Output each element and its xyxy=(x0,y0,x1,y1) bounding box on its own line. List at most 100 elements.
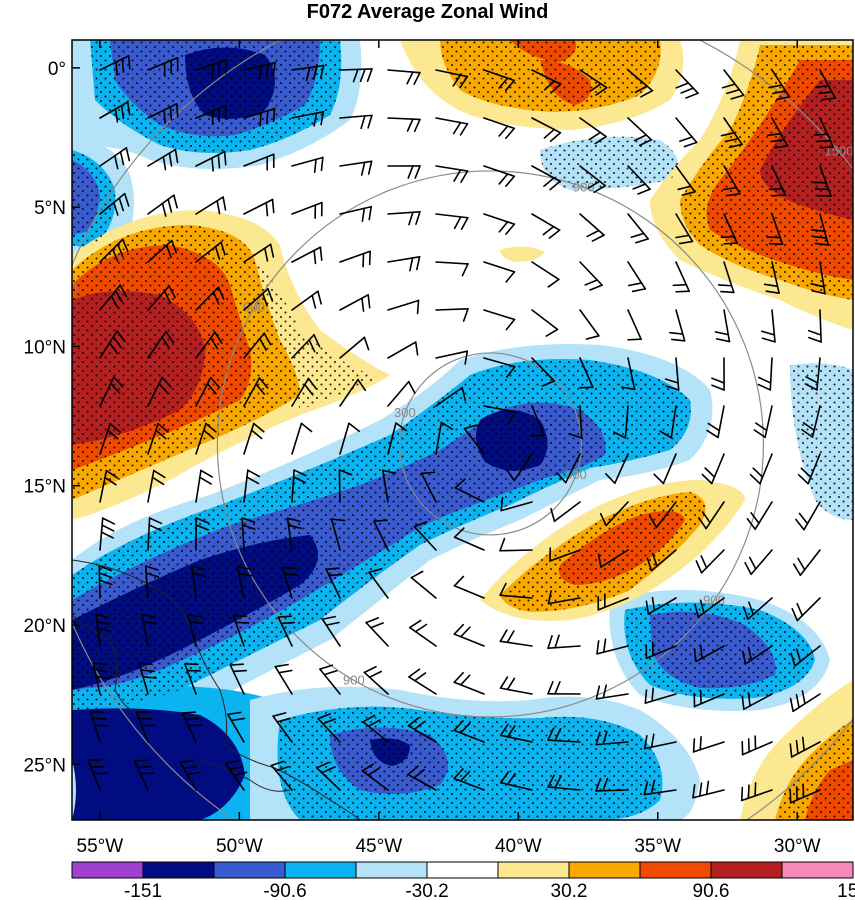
wind-barb xyxy=(740,782,773,802)
wind-barb xyxy=(453,671,485,695)
wind-barb xyxy=(135,711,156,743)
wind-barb xyxy=(195,105,227,126)
wind-barb xyxy=(291,246,323,265)
wind-barb xyxy=(277,615,296,647)
wind-barb xyxy=(387,117,421,133)
positive-wind-small-patch xyxy=(500,246,545,262)
wind-barb xyxy=(387,165,421,179)
wind-barb xyxy=(243,288,274,311)
wind-barb xyxy=(499,537,533,552)
map-title: F072 Average Zonal Wind xyxy=(306,1,549,23)
wind-barb xyxy=(435,421,454,455)
wind-barb xyxy=(693,644,725,663)
wind-barb xyxy=(291,377,318,407)
wind-barb xyxy=(753,405,773,439)
latitude-axis: 25°N 20°N 15°N 10°N 5°N 0° xyxy=(24,59,80,776)
wind-barb xyxy=(435,117,469,136)
wind-barb xyxy=(547,727,581,743)
wind-barb xyxy=(612,405,629,439)
wind-barb xyxy=(720,117,743,149)
wind-barb xyxy=(531,261,560,288)
coastline xyxy=(72,559,361,820)
wind-barb xyxy=(92,661,110,695)
wind-barb xyxy=(147,285,176,311)
wind-barb xyxy=(317,713,341,743)
wind-barb xyxy=(649,501,677,529)
wind-barb xyxy=(792,549,821,577)
wind-barb xyxy=(99,101,131,123)
wind-barb xyxy=(387,380,416,407)
wind-barb xyxy=(767,117,789,149)
wind-barb xyxy=(435,69,469,89)
wind-barb xyxy=(373,519,389,551)
wind-barb xyxy=(236,565,253,599)
wind-barb xyxy=(270,760,293,791)
wind-barb xyxy=(147,517,163,551)
wind-barb xyxy=(645,596,677,615)
wind-barb xyxy=(499,582,533,599)
wind-barb xyxy=(701,453,725,485)
wind-barb xyxy=(99,192,130,216)
wind-barb xyxy=(325,567,343,599)
wind-barb xyxy=(286,517,302,551)
lat-label: 5°N xyxy=(34,198,66,219)
wind-barb xyxy=(579,261,603,291)
wind-barb xyxy=(717,261,735,294)
wind-barb xyxy=(184,663,202,695)
wind-barb xyxy=(291,201,323,219)
colorbar-label: 30.2 xyxy=(551,881,588,900)
wind-barb xyxy=(319,664,341,695)
wind-barb xyxy=(147,422,169,455)
colorbar-swatch xyxy=(355,861,428,879)
wind-barb xyxy=(627,261,647,293)
colorbar-swatch xyxy=(781,861,854,879)
wind-barb xyxy=(768,165,787,197)
lat-label: 25°N xyxy=(24,755,66,776)
wind-barb xyxy=(368,568,389,599)
longitude-axis: 55°W 50°W 45°W 40°W 35°W 30°W xyxy=(77,40,821,857)
wind-barb xyxy=(147,330,175,359)
wind-barb xyxy=(179,759,201,791)
wind-barb xyxy=(483,357,516,378)
wind-barb xyxy=(550,501,581,523)
wind-barb xyxy=(195,422,217,455)
lon-label: 30°W xyxy=(774,836,821,857)
wind-barb xyxy=(706,405,725,439)
wind-barb xyxy=(627,309,642,341)
wind-barb xyxy=(338,469,353,503)
wind-barb xyxy=(695,549,725,574)
wind-barb xyxy=(281,566,299,599)
wind-barb xyxy=(241,517,256,551)
wind-barb xyxy=(147,469,166,503)
wind-barb xyxy=(339,378,367,407)
wind-barb xyxy=(381,469,397,503)
wind-barb xyxy=(291,290,322,311)
wind-barb xyxy=(99,376,124,407)
wind-barb xyxy=(810,261,826,295)
wind-barb xyxy=(339,205,372,222)
wind-barb xyxy=(597,549,629,568)
lon-label: 35°W xyxy=(634,836,681,857)
wind-barb xyxy=(99,517,116,551)
wind-barb xyxy=(339,68,373,83)
wind-barb xyxy=(243,107,276,127)
wind-barb xyxy=(387,69,421,86)
wind-barb xyxy=(579,309,600,340)
wind-barb xyxy=(659,405,677,439)
colorbar-label: -30.2 xyxy=(405,881,448,900)
wind-barb xyxy=(669,309,686,342)
wind-barb xyxy=(291,110,325,127)
range-ring-label: 1500 xyxy=(320,8,349,23)
wind-barb xyxy=(483,117,516,140)
wind-barb xyxy=(810,213,829,246)
wind-barb xyxy=(195,331,223,359)
wind-barb xyxy=(627,117,653,147)
colorbar-swatch xyxy=(568,861,641,879)
colorbar-swatch xyxy=(142,861,215,879)
wind-barb xyxy=(645,641,677,660)
colorbar-swatch xyxy=(497,861,570,879)
wind-barb xyxy=(195,517,210,551)
lat-label: 10°N xyxy=(24,337,66,358)
wind-barb xyxy=(321,615,341,647)
